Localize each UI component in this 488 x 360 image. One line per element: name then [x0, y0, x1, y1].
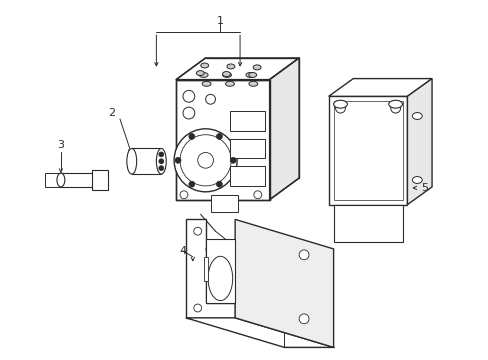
Circle shape — [159, 159, 163, 164]
Circle shape — [175, 157, 181, 163]
Ellipse shape — [156, 148, 166, 174]
Polygon shape — [176, 58, 299, 80]
Polygon shape — [235, 219, 333, 347]
Ellipse shape — [226, 64, 234, 69]
Polygon shape — [176, 80, 269, 200]
Bar — [230, 111, 264, 131]
Polygon shape — [185, 219, 235, 318]
Circle shape — [183, 90, 194, 102]
Circle shape — [197, 152, 213, 168]
Ellipse shape — [225, 81, 234, 86]
Ellipse shape — [126, 148, 137, 174]
Ellipse shape — [222, 72, 231, 77]
Ellipse shape — [411, 176, 421, 184]
Circle shape — [299, 250, 308, 260]
Bar — [45, 173, 61, 187]
Bar — [333, 204, 402, 242]
Bar — [230, 139, 264, 158]
Ellipse shape — [248, 72, 256, 77]
Circle shape — [183, 107, 194, 119]
Circle shape — [216, 134, 222, 139]
Ellipse shape — [57, 173, 65, 187]
Ellipse shape — [245, 72, 254, 77]
Ellipse shape — [388, 100, 402, 108]
Polygon shape — [328, 96, 407, 204]
Bar — [203, 257, 207, 282]
Polygon shape — [269, 58, 299, 200]
Circle shape — [390, 103, 400, 113]
Ellipse shape — [199, 72, 208, 77]
Ellipse shape — [333, 100, 346, 108]
Circle shape — [253, 191, 261, 199]
Text: 5: 5 — [421, 183, 428, 193]
Circle shape — [188, 181, 194, 187]
Bar — [131, 148, 161, 174]
Circle shape — [216, 181, 222, 187]
Circle shape — [159, 152, 163, 157]
Text: 3: 3 — [57, 140, 64, 149]
Circle shape — [159, 166, 163, 171]
Circle shape — [205, 94, 215, 104]
Circle shape — [335, 103, 345, 113]
Bar — [61, 173, 100, 187]
Circle shape — [188, 134, 194, 139]
Circle shape — [180, 191, 187, 199]
Polygon shape — [205, 239, 235, 303]
Text: 4: 4 — [179, 246, 186, 256]
Circle shape — [299, 314, 308, 324]
Bar — [230, 166, 264, 186]
Circle shape — [174, 129, 237, 192]
Circle shape — [193, 304, 201, 312]
Text: 2: 2 — [108, 108, 115, 118]
Polygon shape — [185, 318, 333, 347]
Polygon shape — [328, 78, 431, 96]
Bar — [92, 170, 108, 190]
Ellipse shape — [253, 65, 261, 70]
Ellipse shape — [248, 81, 257, 86]
Circle shape — [230, 157, 236, 163]
Ellipse shape — [202, 81, 211, 86]
Circle shape — [193, 227, 201, 235]
Ellipse shape — [201, 63, 208, 68]
Text: 1: 1 — [217, 15, 224, 26]
Ellipse shape — [196, 71, 204, 76]
Polygon shape — [407, 78, 431, 204]
Circle shape — [180, 135, 231, 186]
Bar — [210, 195, 238, 212]
Bar — [333, 101, 402, 200]
Ellipse shape — [222, 72, 230, 76]
Ellipse shape — [208, 256, 232, 301]
Ellipse shape — [411, 113, 421, 120]
